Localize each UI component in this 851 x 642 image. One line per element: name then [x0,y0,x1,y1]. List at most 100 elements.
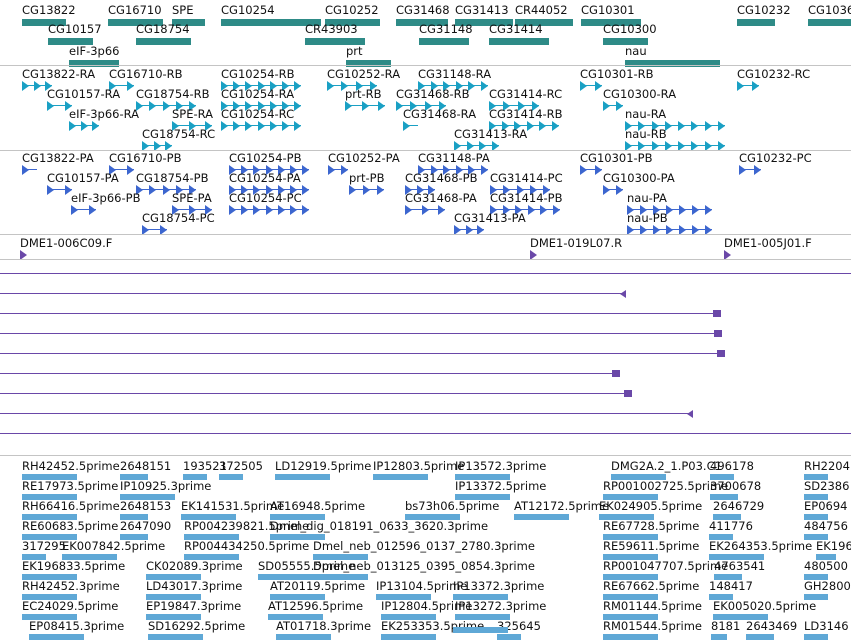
protein-feature[interactable]: eIF-3p66-PB [71,191,140,215]
est-feature[interactable]: 2647090 [120,519,171,540]
est-feature[interactable]: 317295 [22,539,66,560]
transcript-feature[interactable]: CG10254-RC [221,107,301,131]
gene-feature[interactable]: prt [346,44,391,67]
est-feature[interactable]: RH2204 [804,459,850,480]
est-feature[interactable]: bs73h06.5prime [405,499,499,520]
transcript-feature[interactable]: CG10232-RC [737,67,810,91]
gene-feature[interactable]: CG10254 [221,3,321,26]
est-feature[interactable]: RE60683.5prime [22,519,118,540]
est-feature[interactable]: CK02089.3prime [146,559,243,580]
est-feature[interactable]: LD43017.3prime [146,579,242,600]
protein-feature[interactable]: nau-PB [627,211,712,235]
clone-feature[interactable]: DME1-006C09.F [20,236,112,260]
est-feature[interactable]: 496178 [710,459,754,480]
est-feature[interactable]: AT16948.5prime [270,499,365,520]
est-feature[interactable]: EC24029.5prime [22,599,118,620]
gene-feature[interactable]: CG10300 [603,22,657,45]
est-feature[interactable]: RP004434250.5prime [184,539,309,560]
clone-line[interactable] [0,413,693,414]
est-feature[interactable]: 8181 [711,619,740,640]
transcript-feature[interactable]: nau-RA [625,107,725,131]
est-feature[interactable]: AT12172.5prime [514,499,609,520]
est-feature[interactable]: IP13272.3prime [455,599,546,620]
est-feature[interactable]: 4763541 [714,559,765,580]
transcript-feature[interactable]: CG31414-RB [489,107,563,131]
protein-feature[interactable]: CG10252-PA [328,151,400,175]
est-feature[interactable]: EK141531.5prime [181,499,284,520]
protein-feature[interactable]: CG10254-PC [229,191,309,215]
transcript-feature[interactable]: CG31468-RB [396,87,470,111]
transcript-feature[interactable]: CG18754-RB [136,87,210,111]
clone-line[interactable] [0,293,626,294]
est-feature[interactable]: DMG2A.2_1.P03.C1 [611,459,722,480]
gene-feature[interactable]: CG1036 [808,3,851,26]
gene-feature[interactable]: CG10301 [581,3,641,26]
est-feature[interactable]: 411776 [709,519,753,540]
est-feature[interactable]: AT20119.5prime [270,579,365,600]
est-feature[interactable]: 480500 [804,559,848,580]
transcript-feature[interactable]: nau-RB [625,127,725,151]
est-feature[interactable]: IP13372.5prime [455,479,546,500]
protein-feature[interactable]: CG10232-PC [739,151,812,175]
protein-feature[interactable]: CG18754-PB [136,171,209,195]
est-feature[interactable]: 2648153 [120,499,171,520]
est-feature[interactable]: 3700678 [710,479,761,500]
est-feature[interactable]: 193521 [183,459,227,480]
est-feature[interactable]: 2648151 [120,459,171,480]
est-feature[interactable]: RP004239821.5prime [184,519,309,540]
est-feature[interactable]: 148417 [709,579,753,600]
est-feature[interactable]: IP13572.3prime [455,459,546,480]
est-feature[interactable]: IP12804.5prime [381,599,472,620]
protein-feature[interactable]: CG18754-PC [142,211,215,235]
clone-line[interactable] [0,433,851,434]
protein-feature[interactable]: CG10301-PB [580,151,653,175]
transcript-feature[interactable]: prt-RB [345,87,385,111]
clone-line[interactable] [0,373,620,374]
clone-feature[interactable]: DME1-019L07.R [530,236,622,260]
transcript-feature[interactable]: CG10157-RA [47,87,120,111]
transcript-feature[interactable]: CG31468-RA [403,107,476,131]
est-feature[interactable]: EK007842.5prime [62,539,165,560]
clone-line[interactable] [0,273,851,274]
est-feature[interactable]: 2646729 [713,499,764,520]
est-feature[interactable]: LD12919.5prime [275,459,371,480]
protein-feature[interactable]: CG31148-PA [418,151,490,175]
est-feature[interactable]: Dmel_neb_013125_0395_0854.3prime [313,559,535,580]
gene-feature[interactable]: CG10157 [48,22,102,45]
est-feature[interactable]: RE17973.5prime [22,479,118,500]
est-feature[interactable]: RM01544.5prime [603,619,702,640]
transcript-feature[interactable]: CG10252-RA [327,67,400,91]
protein-feature[interactable]: CG13822-PA [22,151,94,175]
est-feature[interactable]: RM01144.5prime [603,599,702,620]
est-feature[interactable]: IP13104.5prime [376,579,467,600]
transcript-feature[interactable]: SPE-RA [172,107,213,131]
gene-feature[interactable]: CG10252 [325,3,380,26]
protein-feature[interactable]: CG10254-PB [229,151,309,175]
est-feature[interactable]: RE67662.5prime [603,579,699,600]
est-feature[interactable]: IP13372.3prime [453,579,544,600]
transcript-feature[interactable]: CG10301-RB [580,67,654,91]
gene-feature[interactable]: CG31468 [396,3,450,26]
est-feature[interactable]: 484756 [804,519,848,540]
clone-line[interactable] [0,353,725,354]
gene-feature[interactable]: CG13822 [22,3,76,26]
est-feature[interactable]: LD3146 [804,619,849,640]
est-feature[interactable]: IP10925.3prime [120,479,211,500]
transcript-feature[interactable]: CG31148-RA [418,67,491,91]
protein-feature[interactable]: CG31468-PA [405,191,477,215]
clone-line[interactable] [0,313,721,314]
est-feature[interactable]: RP001047707.5prime [603,559,728,580]
gene-feature[interactable]: CG31148 [419,22,473,45]
est-feature[interactable]: GH2800 [804,579,851,600]
transcript-feature[interactable]: CG10300-RA [603,87,676,111]
est-feature[interactable]: RP001002725.5prime [603,479,728,500]
gene-feature[interactable]: CG31413 [455,3,513,26]
protein-feature[interactable]: CG31468-PB [405,171,478,195]
clone-line[interactable] [0,393,632,394]
protein-feature[interactable]: CG31413-PA [454,211,526,235]
est-feature[interactable]: Dmel_neb_012596_0137_2780.3prime [313,539,535,560]
est-feature[interactable]: Dmel_dig_018191_0633_3620.3prime [270,519,488,540]
protein-feature[interactable]: CG10300-PA [603,171,675,195]
est-feature[interactable]: RH42452.5prime [22,459,120,480]
est-feature[interactable]: 372505 [219,459,263,480]
